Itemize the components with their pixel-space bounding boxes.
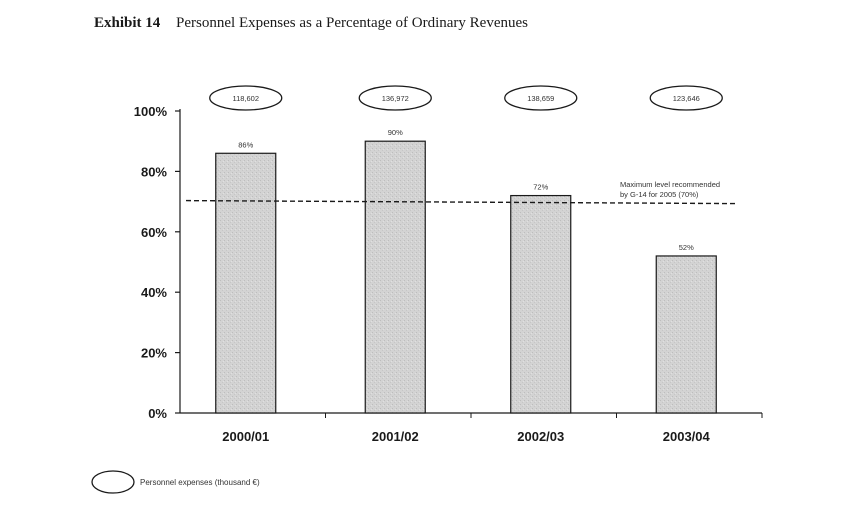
y-tick-label: 100% <box>134 104 168 119</box>
expense-oval <box>649 85 723 111</box>
annotation-line1: Maximum level recommended <box>620 180 720 189</box>
expense-oval <box>504 85 578 111</box>
bar <box>215 152 277 414</box>
expense-label: 118,602 <box>232 94 259 103</box>
expense-oval <box>209 85 283 111</box>
x-tick-label: 2002/03 <box>517 429 564 444</box>
expense-label: 136,972 <box>382 94 409 103</box>
data-label: 90% <box>388 128 403 137</box>
y-tick-label: 0% <box>148 406 167 421</box>
annotation-line2: by G-14 for 2005 (70%) <box>620 190 699 199</box>
data-label: 86% <box>238 140 253 149</box>
x-tick-label: 2001/02 <box>372 429 419 444</box>
data-label: 52% <box>679 243 694 252</box>
y-tick-label: 40% <box>141 285 167 300</box>
chart-title: Personnel Expenses as a Percentage of Or… <box>176 15 528 31</box>
legend-oval-icon <box>91 470 135 494</box>
expense-label: 138,659 <box>527 94 554 103</box>
labels: 86% 2000/01 118,602 90% 2001/02 136,972 72% 200… <box>209 85 723 444</box>
data-label: 72% <box>533 183 548 192</box>
y-tick-label: 60% <box>141 225 167 240</box>
bar <box>364 140 426 414</box>
x-tick-label: 2000/01 <box>222 429 269 444</box>
bar <box>510 194 572 414</box>
legend-label: Personnel expenses (thousand €) <box>140 478 260 487</box>
exhibit-label: Exhibit 14 <box>94 15 161 31</box>
y-tick-label: 80% <box>141 164 167 179</box>
expense-oval <box>358 85 432 111</box>
bars <box>215 140 717 414</box>
expense-label: 123,646 <box>673 94 700 103</box>
bar <box>655 255 717 414</box>
x-tick-label: 2003/04 <box>663 429 711 444</box>
legend: Personnel expenses (thousand €) <box>91 470 260 494</box>
reference-line <box>185 199 739 205</box>
y-tick-label: 20% <box>141 346 167 361</box>
exhibit-header: Exhibit 14 Personnel Expenses as a Perce… <box>94 15 528 32</box>
